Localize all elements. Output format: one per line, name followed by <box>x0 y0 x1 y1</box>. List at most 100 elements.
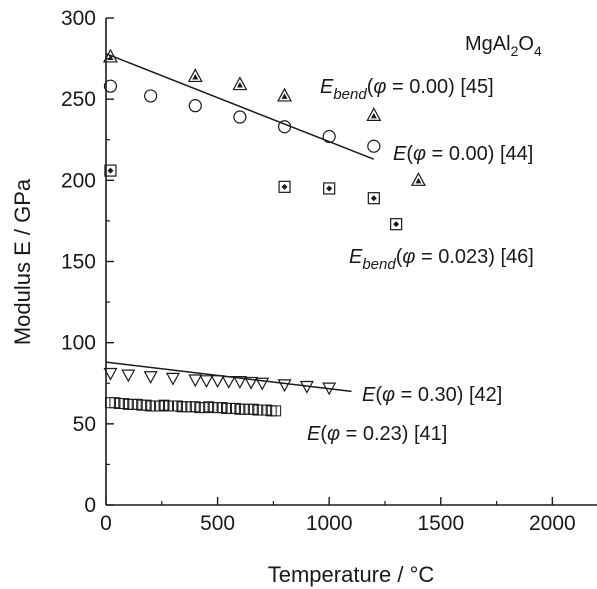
data-point <box>221 376 236 389</box>
y-tick-label: 150 <box>61 251 96 274</box>
y-tick-label: 250 <box>61 88 96 111</box>
triangle-marker <box>366 107 382 122</box>
x-tick-label: 500 <box>200 512 235 535</box>
annotation-ebend-000: Ebend(φ = 0.00) [45] <box>320 76 494 103</box>
data-point <box>255 377 270 391</box>
triangle-down-marker <box>322 382 337 396</box>
triangle-down-marker <box>210 375 225 389</box>
data-point <box>210 375 225 389</box>
data-point <box>140 399 152 411</box>
data-point <box>198 402 210 414</box>
triangle-marker <box>102 48 118 63</box>
data-point <box>154 400 166 412</box>
triangle-marker-dot <box>415 177 422 184</box>
triangle-marker-dot <box>192 73 199 80</box>
data-point <box>187 68 203 83</box>
triangle-marker-dot <box>370 112 377 119</box>
data-point <box>322 129 336 144</box>
data-point <box>131 398 143 410</box>
triangle-down-marker <box>244 376 259 390</box>
y-tick-label: 50 <box>73 413 96 436</box>
triangle-down-marker <box>103 367 118 381</box>
data-point <box>165 372 180 386</box>
square-marker <box>216 402 228 414</box>
fit-line <box>105 53 375 160</box>
square-marker <box>261 404 273 416</box>
y-axis-label: Modulus E / GPa <box>10 178 35 345</box>
data-point <box>118 398 130 410</box>
data-point <box>277 87 293 102</box>
data-point <box>216 402 228 414</box>
triangle-down-marker <box>299 380 314 394</box>
data-point <box>323 182 336 195</box>
square-marker <box>367 192 380 205</box>
square-marker <box>278 180 291 193</box>
circle-marker <box>144 89 158 103</box>
triangle-down-marker <box>221 376 236 389</box>
data-point <box>277 379 292 393</box>
triangle-marker-dot <box>281 93 288 99</box>
square-marker <box>229 402 241 414</box>
x-tick-label: 0 <box>100 512 112 535</box>
data-point <box>366 107 382 122</box>
data-point <box>158 399 170 411</box>
triangle-down-marker <box>143 371 158 385</box>
data-point <box>247 403 259 415</box>
square-marker-dot <box>281 183 288 190</box>
data-point <box>121 369 136 383</box>
annotation-e-023: E(φ = 0.23) [41] <box>307 423 447 445</box>
triangle-marker-dot <box>236 82 243 88</box>
data-point <box>261 404 273 416</box>
x-tick-label: 1000 <box>306 512 353 535</box>
square-marker-dot <box>107 167 114 174</box>
square-marker-dot <box>370 195 377 202</box>
square-marker <box>189 401 201 413</box>
data-point <box>270 405 282 417</box>
data-point <box>102 48 118 63</box>
data-point <box>322 382 337 396</box>
square-marker <box>247 403 259 415</box>
circle-marker <box>277 120 292 134</box>
triangle-down-marker <box>199 375 214 389</box>
y-tick-label: 300 <box>61 7 96 30</box>
square-marker <box>270 405 282 417</box>
data-point <box>104 164 117 177</box>
square-marker <box>171 400 183 412</box>
circle-marker <box>367 139 381 153</box>
data-point <box>188 99 202 113</box>
triangle-down-marker <box>121 369 136 383</box>
square-marker <box>203 401 215 413</box>
data-point <box>232 376 247 389</box>
circle-marker <box>103 79 118 93</box>
y-tick-label: 200 <box>61 169 96 192</box>
triangle-down-marker <box>165 372 180 386</box>
data-point <box>203 401 215 413</box>
data-point <box>103 367 118 381</box>
circle-marker <box>188 99 202 113</box>
fit-lines <box>105 53 375 393</box>
y-tick-label: 100 <box>61 332 96 355</box>
triangle-marker <box>277 87 293 102</box>
triangle-marker <box>232 76 248 91</box>
data-point <box>367 192 380 205</box>
circle-marker <box>322 129 336 144</box>
data-point <box>144 89 158 103</box>
square-marker <box>140 399 152 411</box>
data-point <box>171 400 183 412</box>
circle-marker <box>233 110 247 124</box>
triangle-marker-dot <box>107 54 114 60</box>
annotation-e-030: E(φ = 0.30) [42] <box>362 384 502 406</box>
square-marker <box>131 398 143 410</box>
data-point <box>143 371 158 385</box>
square-marker-dot <box>393 221 400 228</box>
data-point <box>199 375 214 389</box>
data-point <box>299 380 314 394</box>
x-tick-label: 1500 <box>417 512 464 535</box>
data-point <box>188 374 203 388</box>
triangle-down-marker <box>188 374 203 388</box>
data-point <box>410 172 426 186</box>
square-marker <box>104 164 117 177</box>
data-point <box>390 218 403 231</box>
data-point <box>244 376 259 390</box>
square-marker <box>154 400 166 412</box>
